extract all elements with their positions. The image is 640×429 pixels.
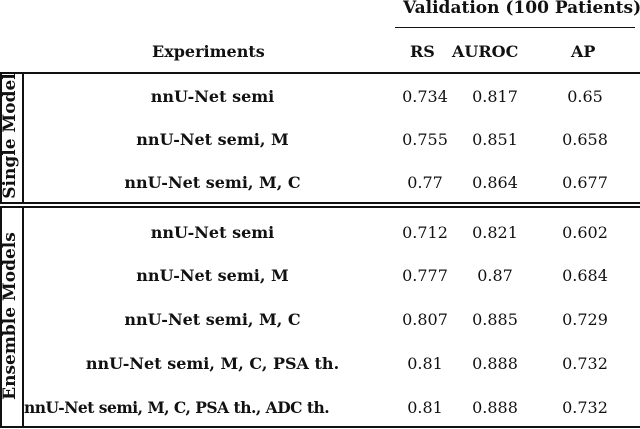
table-row-rs: 0.81: [407, 354, 443, 373]
table-row-ap: 0.732: [562, 354, 608, 373]
header-rule: [0, 72, 640, 74]
table-row-experiment: nnU-Net semi, M, C: [124, 310, 301, 329]
single-model-label-divider: [22, 72, 24, 202]
auroc-column-header: AUROC: [452, 42, 519, 61]
table-row-ap: 0.658: [562, 130, 608, 149]
table-row-ap: 0.732: [562, 398, 608, 417]
rs-column-header: RS: [410, 42, 435, 61]
experiments-column-header: Experiments: [152, 42, 265, 61]
table-row-experiment: nnU-Net semi, M: [136, 266, 289, 285]
table-row-experiment: nnU-Net semi: [150, 223, 275, 242]
table-row-experiment: nnU-Net semi, M, C, PSA th.: [85, 354, 340, 373]
table-row-rs: 0.81: [407, 398, 443, 417]
group-header-underline: [395, 27, 635, 28]
table-row-rs: 0.734: [402, 87, 448, 106]
table-row-experiment: nnU-Net semi, M, C, PSA th., ADC th.: [24, 398, 330, 417]
validation-group-header: Validation (100 Patients): [403, 0, 640, 18]
table-row-auroc: 0.817: [472, 87, 518, 106]
table-row-experiment: nnU-Net semi, M, C: [124, 173, 301, 192]
table-row-ap: 0.729: [562, 310, 608, 329]
table-row-rs: 0.807: [402, 310, 448, 329]
table-row-ap: 0.677: [562, 173, 608, 192]
table-row-rs: 0.712: [402, 223, 448, 242]
table-row-rs: 0.777: [402, 266, 448, 285]
section-divider-bottom: [0, 206, 640, 208]
ensemble-left-border: [0, 206, 2, 427]
table-row-ap: 0.65: [567, 87, 603, 106]
bottom-rule: [0, 426, 640, 428]
table-row-auroc: 0.888: [472, 398, 518, 417]
table-row-experiment: nnU-Net semi, M: [136, 130, 289, 149]
table-row-experiment: nnU-Net semi: [150, 87, 275, 106]
single-model-left-border: [0, 72, 2, 202]
ap-column-header: AP: [571, 42, 596, 61]
table-row-rs: 0.755: [402, 130, 448, 149]
table-row-auroc: 0.885: [472, 310, 518, 329]
ensemble-label-divider: [22, 206, 24, 427]
table-row-rs: 0.77: [407, 173, 443, 192]
section-divider-top: [0, 202, 640, 204]
table-row-auroc: 0.851: [472, 130, 518, 149]
table-row-ap: 0.602: [562, 223, 608, 242]
table-row-ap: 0.684: [562, 266, 608, 285]
table-row-auroc: 0.864: [472, 173, 518, 192]
table-row-auroc: 0.821: [472, 223, 518, 242]
table-row-auroc: 0.888: [472, 354, 518, 373]
table-row-auroc: 0.87: [477, 266, 513, 285]
